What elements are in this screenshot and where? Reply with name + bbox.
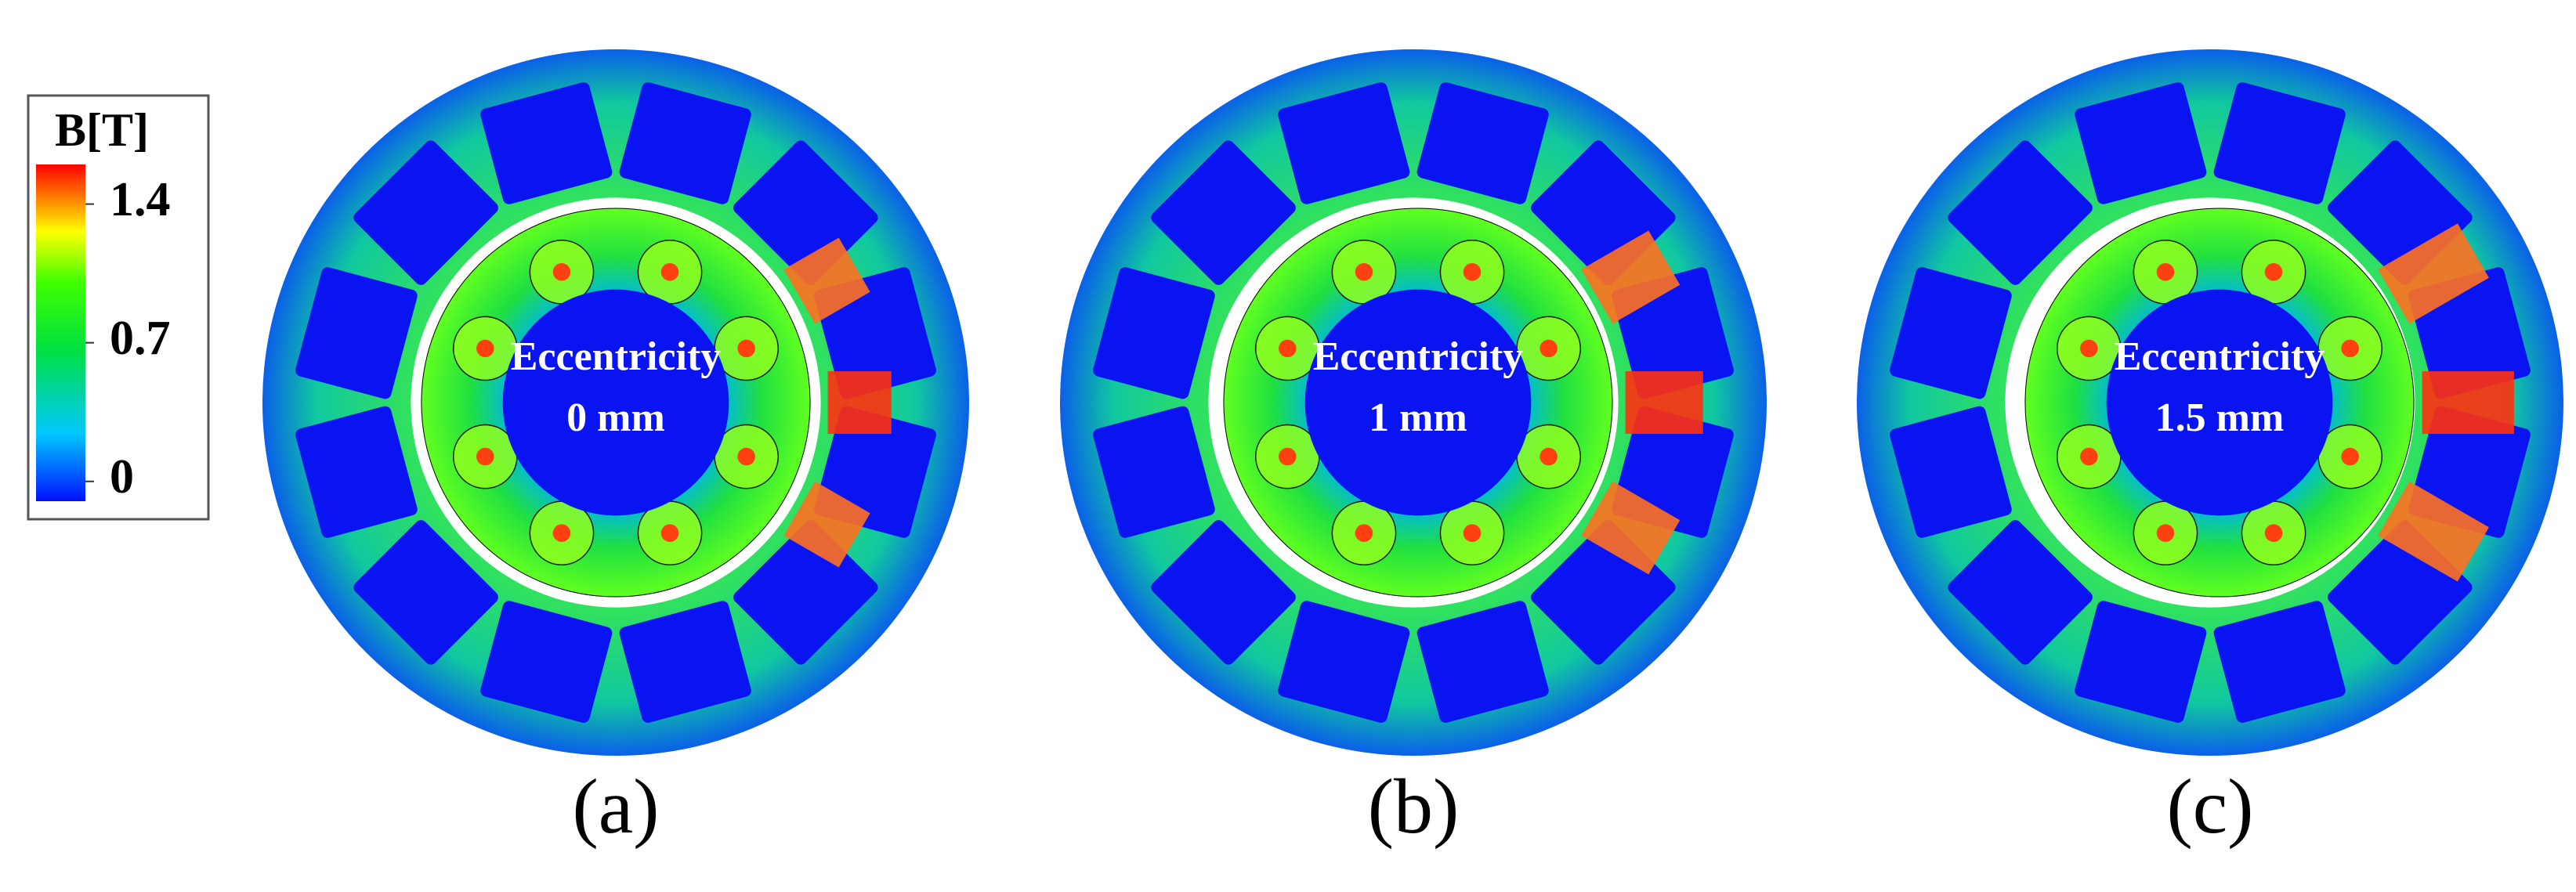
- colorbar-ticks: 0 0.7 1.4: [85, 173, 171, 504]
- flux-tooth: [2422, 371, 2514, 434]
- pole-core: [2080, 339, 2098, 358]
- pole-core: [552, 263, 571, 281]
- stator-slot: [2075, 601, 2207, 723]
- pole-core: [2341, 339, 2359, 358]
- colorbar-title: B[T]: [55, 104, 149, 156]
- colorbar-tick-label: 0: [110, 450, 134, 504]
- panel-label: 1.5 mm: [2155, 395, 2285, 440]
- flux-tooth: [783, 237, 870, 324]
- pole-core: [2341, 447, 2359, 466]
- pole-core: [660, 263, 679, 281]
- motor: Eccentricity 0 mm (a): [262, 49, 969, 850]
- panel-caption: (b): [1368, 763, 1460, 850]
- stator-slot: [1093, 406, 1215, 538]
- stator-slot: [1278, 82, 1410, 204]
- stator-slot: [353, 520, 498, 665]
- pole-core: [2264, 263, 2283, 281]
- stator-slot: [295, 406, 418, 538]
- stator-slot: [2213, 82, 2346, 204]
- pole-core: [1279, 447, 1297, 466]
- pole-core: [2156, 524, 2175, 542]
- pole-core: [660, 524, 679, 542]
- stator-slot: [1416, 82, 1549, 204]
- panel-label: Eccentricity: [1313, 334, 1524, 379]
- shaft: [2106, 289, 2333, 516]
- flux-tooth: [827, 371, 892, 434]
- stator-slot: [295, 267, 418, 399]
- stator-slot: [619, 82, 751, 204]
- stator-slot: [1890, 267, 2012, 399]
- shaft: [502, 289, 729, 516]
- colorbar-tick-label: 0.7: [110, 312, 171, 365]
- pole-core: [1279, 339, 1297, 358]
- pole-core: [1463, 524, 1482, 542]
- pole-core: [737, 339, 755, 358]
- panel-caption: (a): [573, 763, 660, 850]
- pole-core: [1539, 447, 1558, 466]
- pole-core: [476, 447, 494, 466]
- flux-tooth: [2378, 481, 2489, 582]
- stator-slot: [619, 601, 751, 723]
- panel-label: 0 mm: [566, 395, 665, 440]
- pole-core: [1463, 263, 1482, 281]
- pole-core: [1539, 339, 1558, 358]
- pole-core: [476, 339, 494, 358]
- pole-core: [2264, 524, 2283, 542]
- flux-tooth: [2378, 223, 2489, 324]
- stator-slot: [1948, 140, 2093, 285]
- panel-label: Eccentricity: [2115, 334, 2325, 379]
- flux-tooth: [783, 481, 870, 568]
- pole-core: [2080, 447, 2098, 466]
- pole-core: [1355, 524, 1373, 542]
- flux-tooth: [1581, 230, 1681, 324]
- pole-core: [2156, 263, 2175, 281]
- shaft: [1304, 289, 1532, 516]
- colorbar-tick-label: 1.4: [110, 173, 171, 226]
- panel-label: Eccentricity: [511, 334, 722, 379]
- stator-slot: [480, 601, 613, 723]
- pole-core: [1355, 263, 1373, 281]
- flux-tooth: [1625, 371, 1703, 434]
- panel-label: 1 mm: [1369, 395, 1467, 440]
- stator-slot: [1948, 520, 2093, 665]
- pole-core: [552, 524, 571, 542]
- colorbar: [36, 164, 85, 501]
- stator-slot: [1093, 267, 1215, 399]
- motor: Eccentricity 1 mm (b): [1060, 49, 1767, 850]
- motor: Eccentricity 1.5 mm (c): [1857, 49, 2563, 850]
- stator-slot: [2213, 601, 2346, 723]
- panel-caption: (c): [2167, 763, 2254, 850]
- stator-slot: [1890, 406, 2012, 538]
- stator-slot: [353, 140, 498, 285]
- pole-core: [737, 447, 755, 466]
- stator-slot: [1151, 140, 1296, 285]
- flux-tooth: [1581, 481, 1681, 575]
- stator-slot: [1151, 520, 1296, 665]
- stator-slot: [480, 82, 613, 204]
- stator-slot: [1278, 601, 1410, 723]
- stator-slot: [1416, 601, 1549, 723]
- stator-slot: [2075, 82, 2207, 204]
